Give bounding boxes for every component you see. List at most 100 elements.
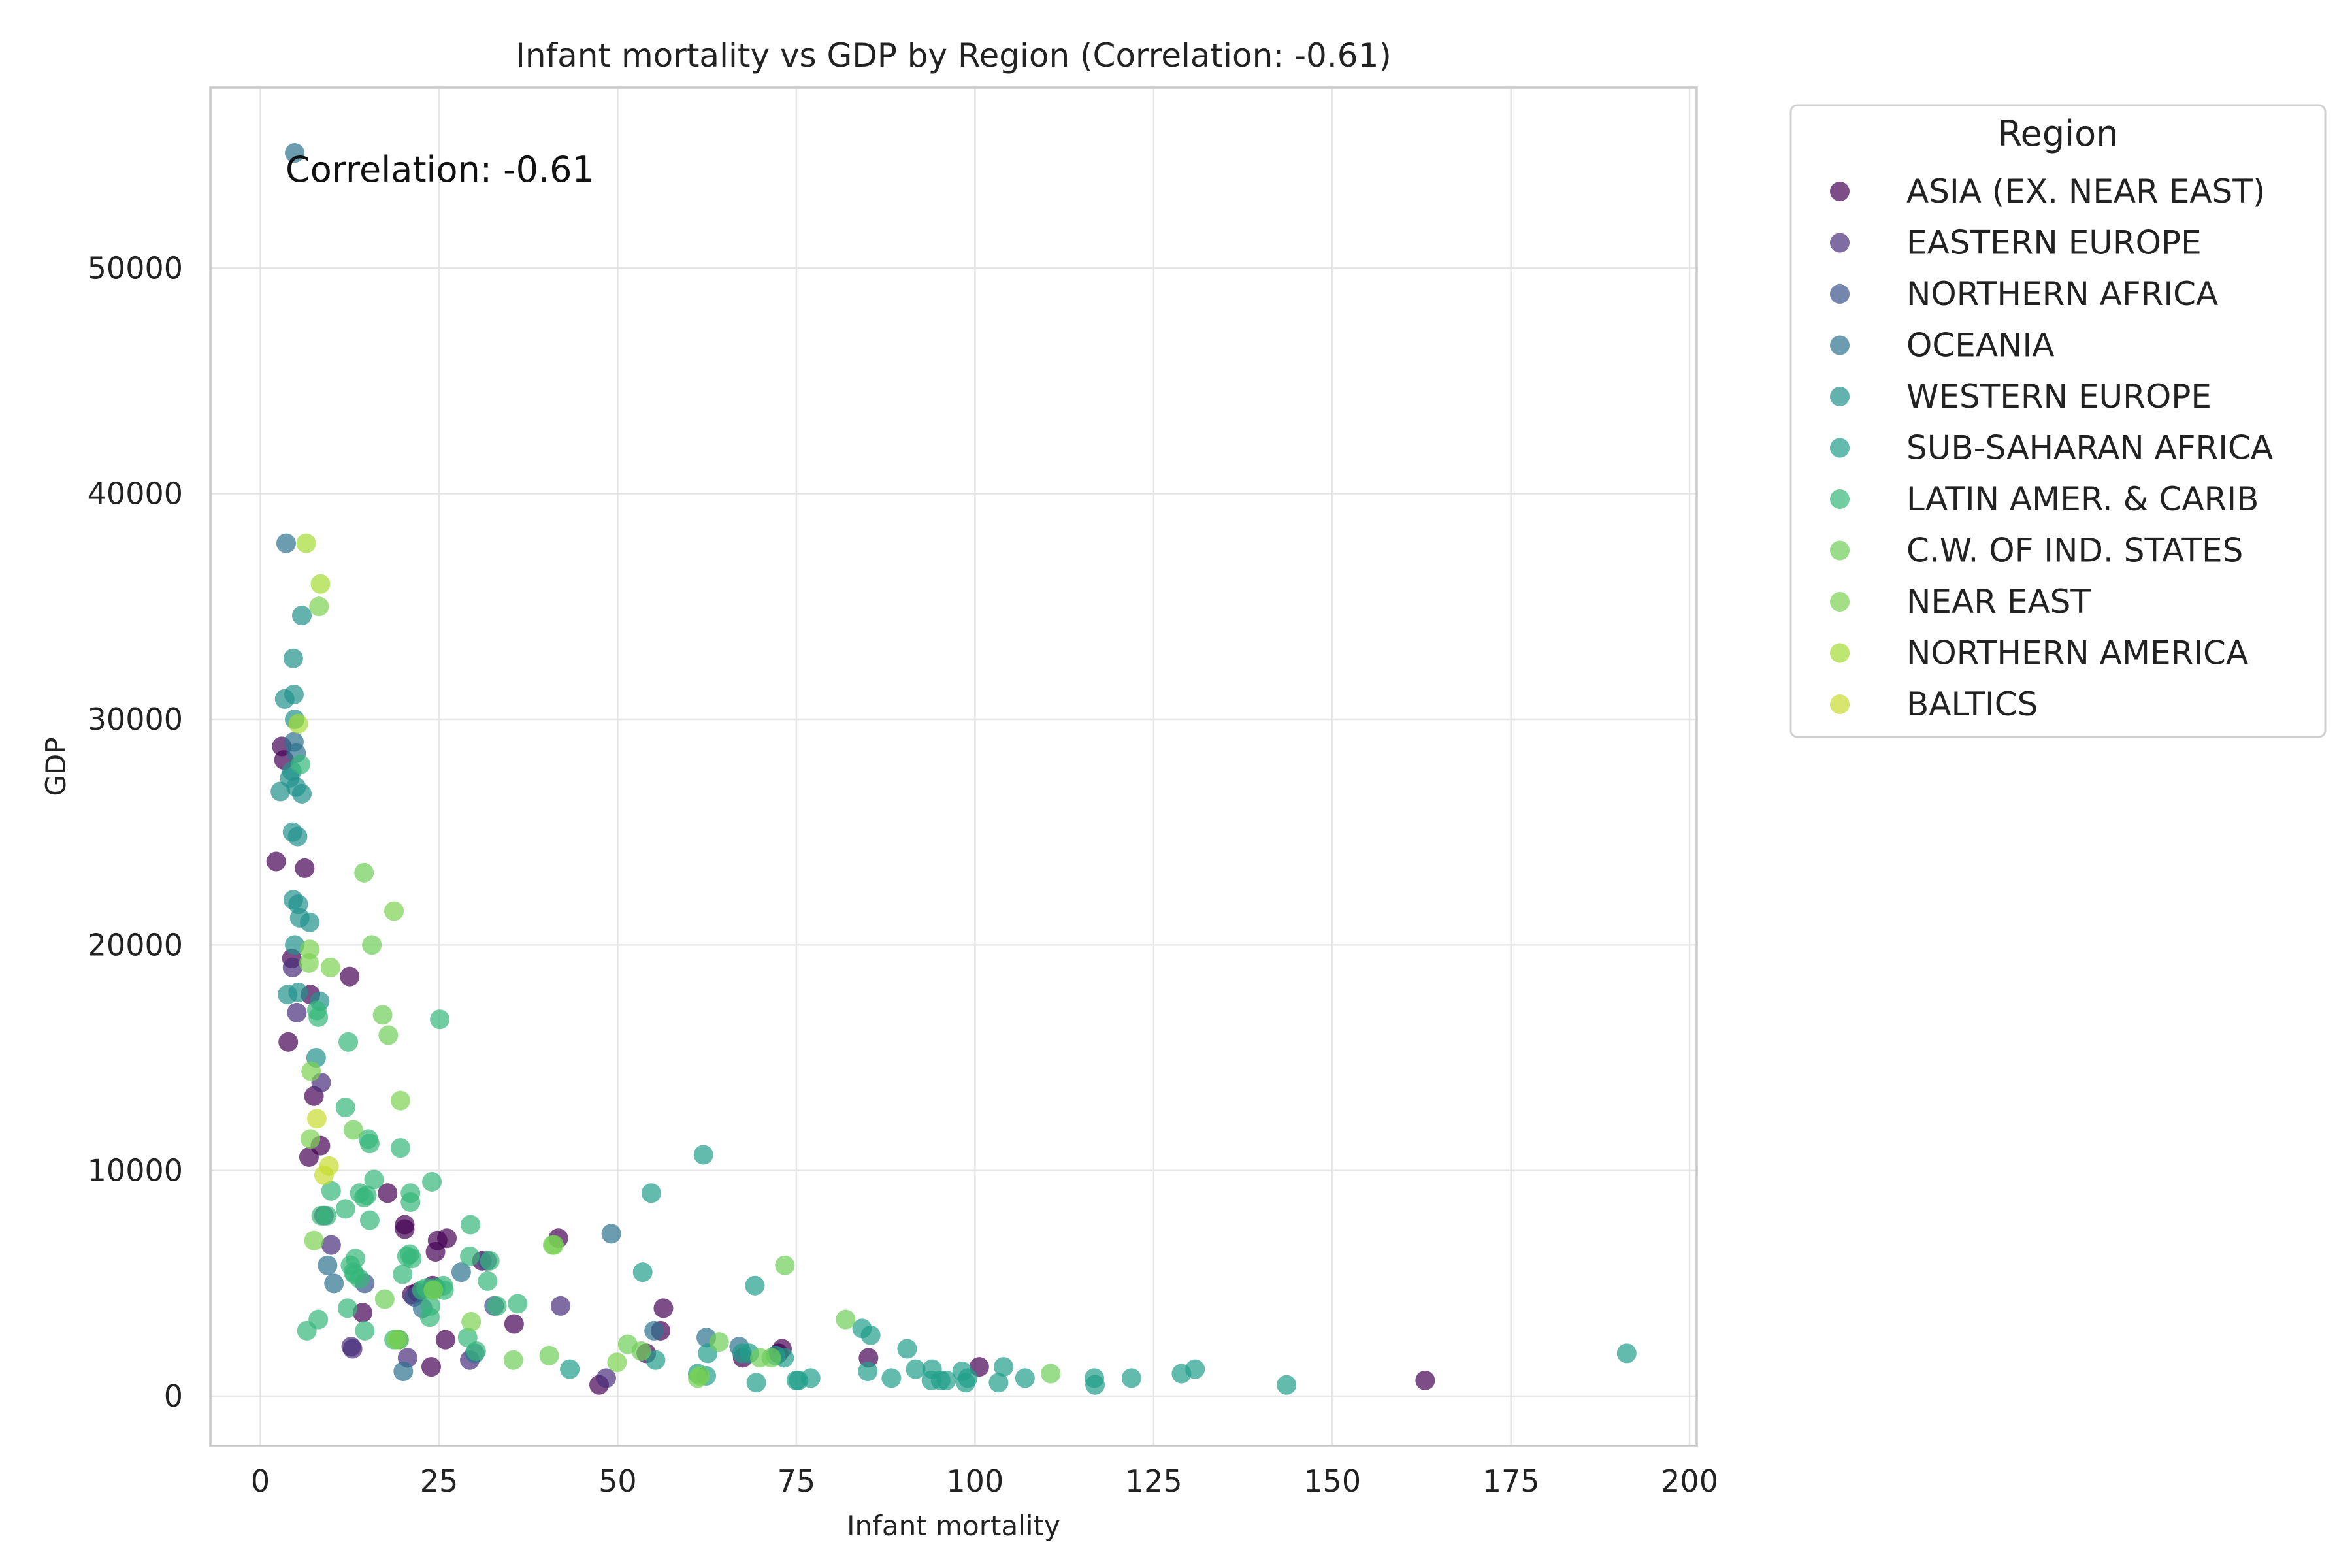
- data-point: [335, 1097, 355, 1117]
- data-point: [335, 1199, 355, 1219]
- x-tick-label: 200: [1661, 1463, 1718, 1499]
- legend-box: [1789, 104, 2327, 738]
- data-point: [504, 1314, 524, 1334]
- data-point: [550, 1296, 570, 1316]
- legend-label: SUB-SAHARAN AFRICA: [1906, 429, 2273, 467]
- x-tick-label: 175: [1482, 1463, 1540, 1499]
- data-point: [283, 648, 303, 668]
- data-point: [461, 1215, 481, 1235]
- data-point: [1415, 1370, 1435, 1390]
- data-point: [1185, 1359, 1205, 1379]
- x-tick-label: 25: [420, 1463, 459, 1499]
- data-point: [359, 1134, 380, 1154]
- legend-marker: [1830, 284, 1850, 304]
- data-point: [288, 982, 308, 1002]
- data-point: [292, 783, 312, 804]
- data-point: [297, 1320, 317, 1341]
- data-point: [395, 1219, 415, 1239]
- legend-label: C.W. OF IND. STATES: [1906, 532, 2243, 570]
- data-point: [451, 1262, 471, 1282]
- data-point: [287, 826, 308, 847]
- data-point: [343, 1262, 363, 1282]
- data-point: [304, 1230, 324, 1250]
- data-point: [617, 1334, 638, 1354]
- legend-marker: [1830, 540, 1850, 561]
- data-point: [1041, 1364, 1061, 1384]
- x-tick-label: 150: [1303, 1463, 1361, 1499]
- data-point: [295, 858, 315, 878]
- data-point: [430, 1009, 450, 1030]
- x-tick-label: 125: [1125, 1463, 1183, 1499]
- y-axis-ticks: 0 10000 20000 30000 40000 50000: [88, 250, 183, 1414]
- data-point: [343, 1120, 363, 1140]
- legend-marker: [1830, 233, 1850, 253]
- data-point: [596, 1368, 616, 1388]
- data-point: [1085, 1375, 1105, 1395]
- y-axis-label: GDP: [40, 737, 72, 796]
- data-point: [746, 1373, 766, 1393]
- legend-label: NORTHERN AMERICA: [1906, 634, 2248, 672]
- data-point: [1121, 1368, 1141, 1388]
- data-point: [994, 1357, 1014, 1377]
- data-point: [1015, 1368, 1035, 1388]
- data-point: [393, 1362, 414, 1382]
- data-point: [421, 1357, 441, 1377]
- data-point: [693, 1145, 713, 1165]
- plot-area-frame: [209, 86, 1698, 1447]
- data-point: [301, 1061, 321, 1081]
- legend-items: ASIA (EX. NEAR EAST) EASTERN EUROPE NORTHE…: [1830, 172, 2273, 723]
- legend-title: Region: [1998, 113, 2119, 154]
- data-point: [296, 533, 316, 553]
- data-point: [425, 1242, 446, 1262]
- data-point: [378, 1025, 399, 1045]
- data-point: [290, 755, 310, 775]
- x-tick-label: 100: [946, 1463, 1004, 1499]
- data-point: [309, 596, 329, 617]
- legend-label: EASTERN EUROPE: [1906, 224, 2202, 262]
- legend: Region ASIA (EX. NEAR EAST) EASTERN EUROP…: [1789, 104, 2327, 738]
- legend-marker: [1830, 643, 1850, 663]
- data-point: [400, 1192, 421, 1213]
- data-point: [645, 1350, 666, 1370]
- legend-marker: [1830, 694, 1850, 714]
- data-point: [644, 1320, 664, 1341]
- data-point: [320, 957, 340, 977]
- data-point: [460, 1246, 480, 1266]
- data-point: [299, 1147, 319, 1167]
- data-point: [508, 1294, 528, 1314]
- data-point: [906, 1359, 926, 1379]
- legend-label: NORTHERN AFRICA: [1906, 275, 2218, 313]
- data-point: [420, 1296, 440, 1316]
- data-point: [690, 1365, 710, 1386]
- data-point: [988, 1373, 1009, 1393]
- data-point: [378, 1183, 398, 1203]
- data-point: [397, 1246, 417, 1266]
- data-point: [355, 1320, 375, 1341]
- x-axis-label: Infant mortality: [847, 1510, 1060, 1542]
- data-point: [422, 1171, 442, 1192]
- data-point: [1616, 1343, 1637, 1364]
- data-point: [745, 1275, 765, 1296]
- y-tick-label: 30000: [88, 702, 183, 737]
- data-point: [318, 1255, 338, 1275]
- legend-marker: [1830, 489, 1850, 509]
- data-point: [487, 1296, 507, 1316]
- data-point: [321, 1235, 341, 1255]
- data-point: [364, 1169, 384, 1190]
- data-point: [936, 1370, 956, 1390]
- y-tick-label: 40000: [88, 476, 183, 512]
- data-point: [544, 1235, 564, 1255]
- correlation-annotation: Correlation: -0.61: [286, 149, 595, 190]
- legend-label: OCEANIA: [1906, 327, 2054, 365]
- data-point: [372, 1005, 393, 1025]
- data-point: [306, 1109, 327, 1129]
- x-tick-label: 0: [251, 1463, 270, 1499]
- x-tick-label: 75: [777, 1463, 816, 1499]
- data-point: [282, 957, 302, 977]
- y-tick-label: 10000: [88, 1153, 183, 1188]
- data-point: [338, 1298, 357, 1318]
- data-point: [354, 862, 374, 883]
- data-point: [324, 1273, 344, 1294]
- data-point: [466, 1341, 486, 1361]
